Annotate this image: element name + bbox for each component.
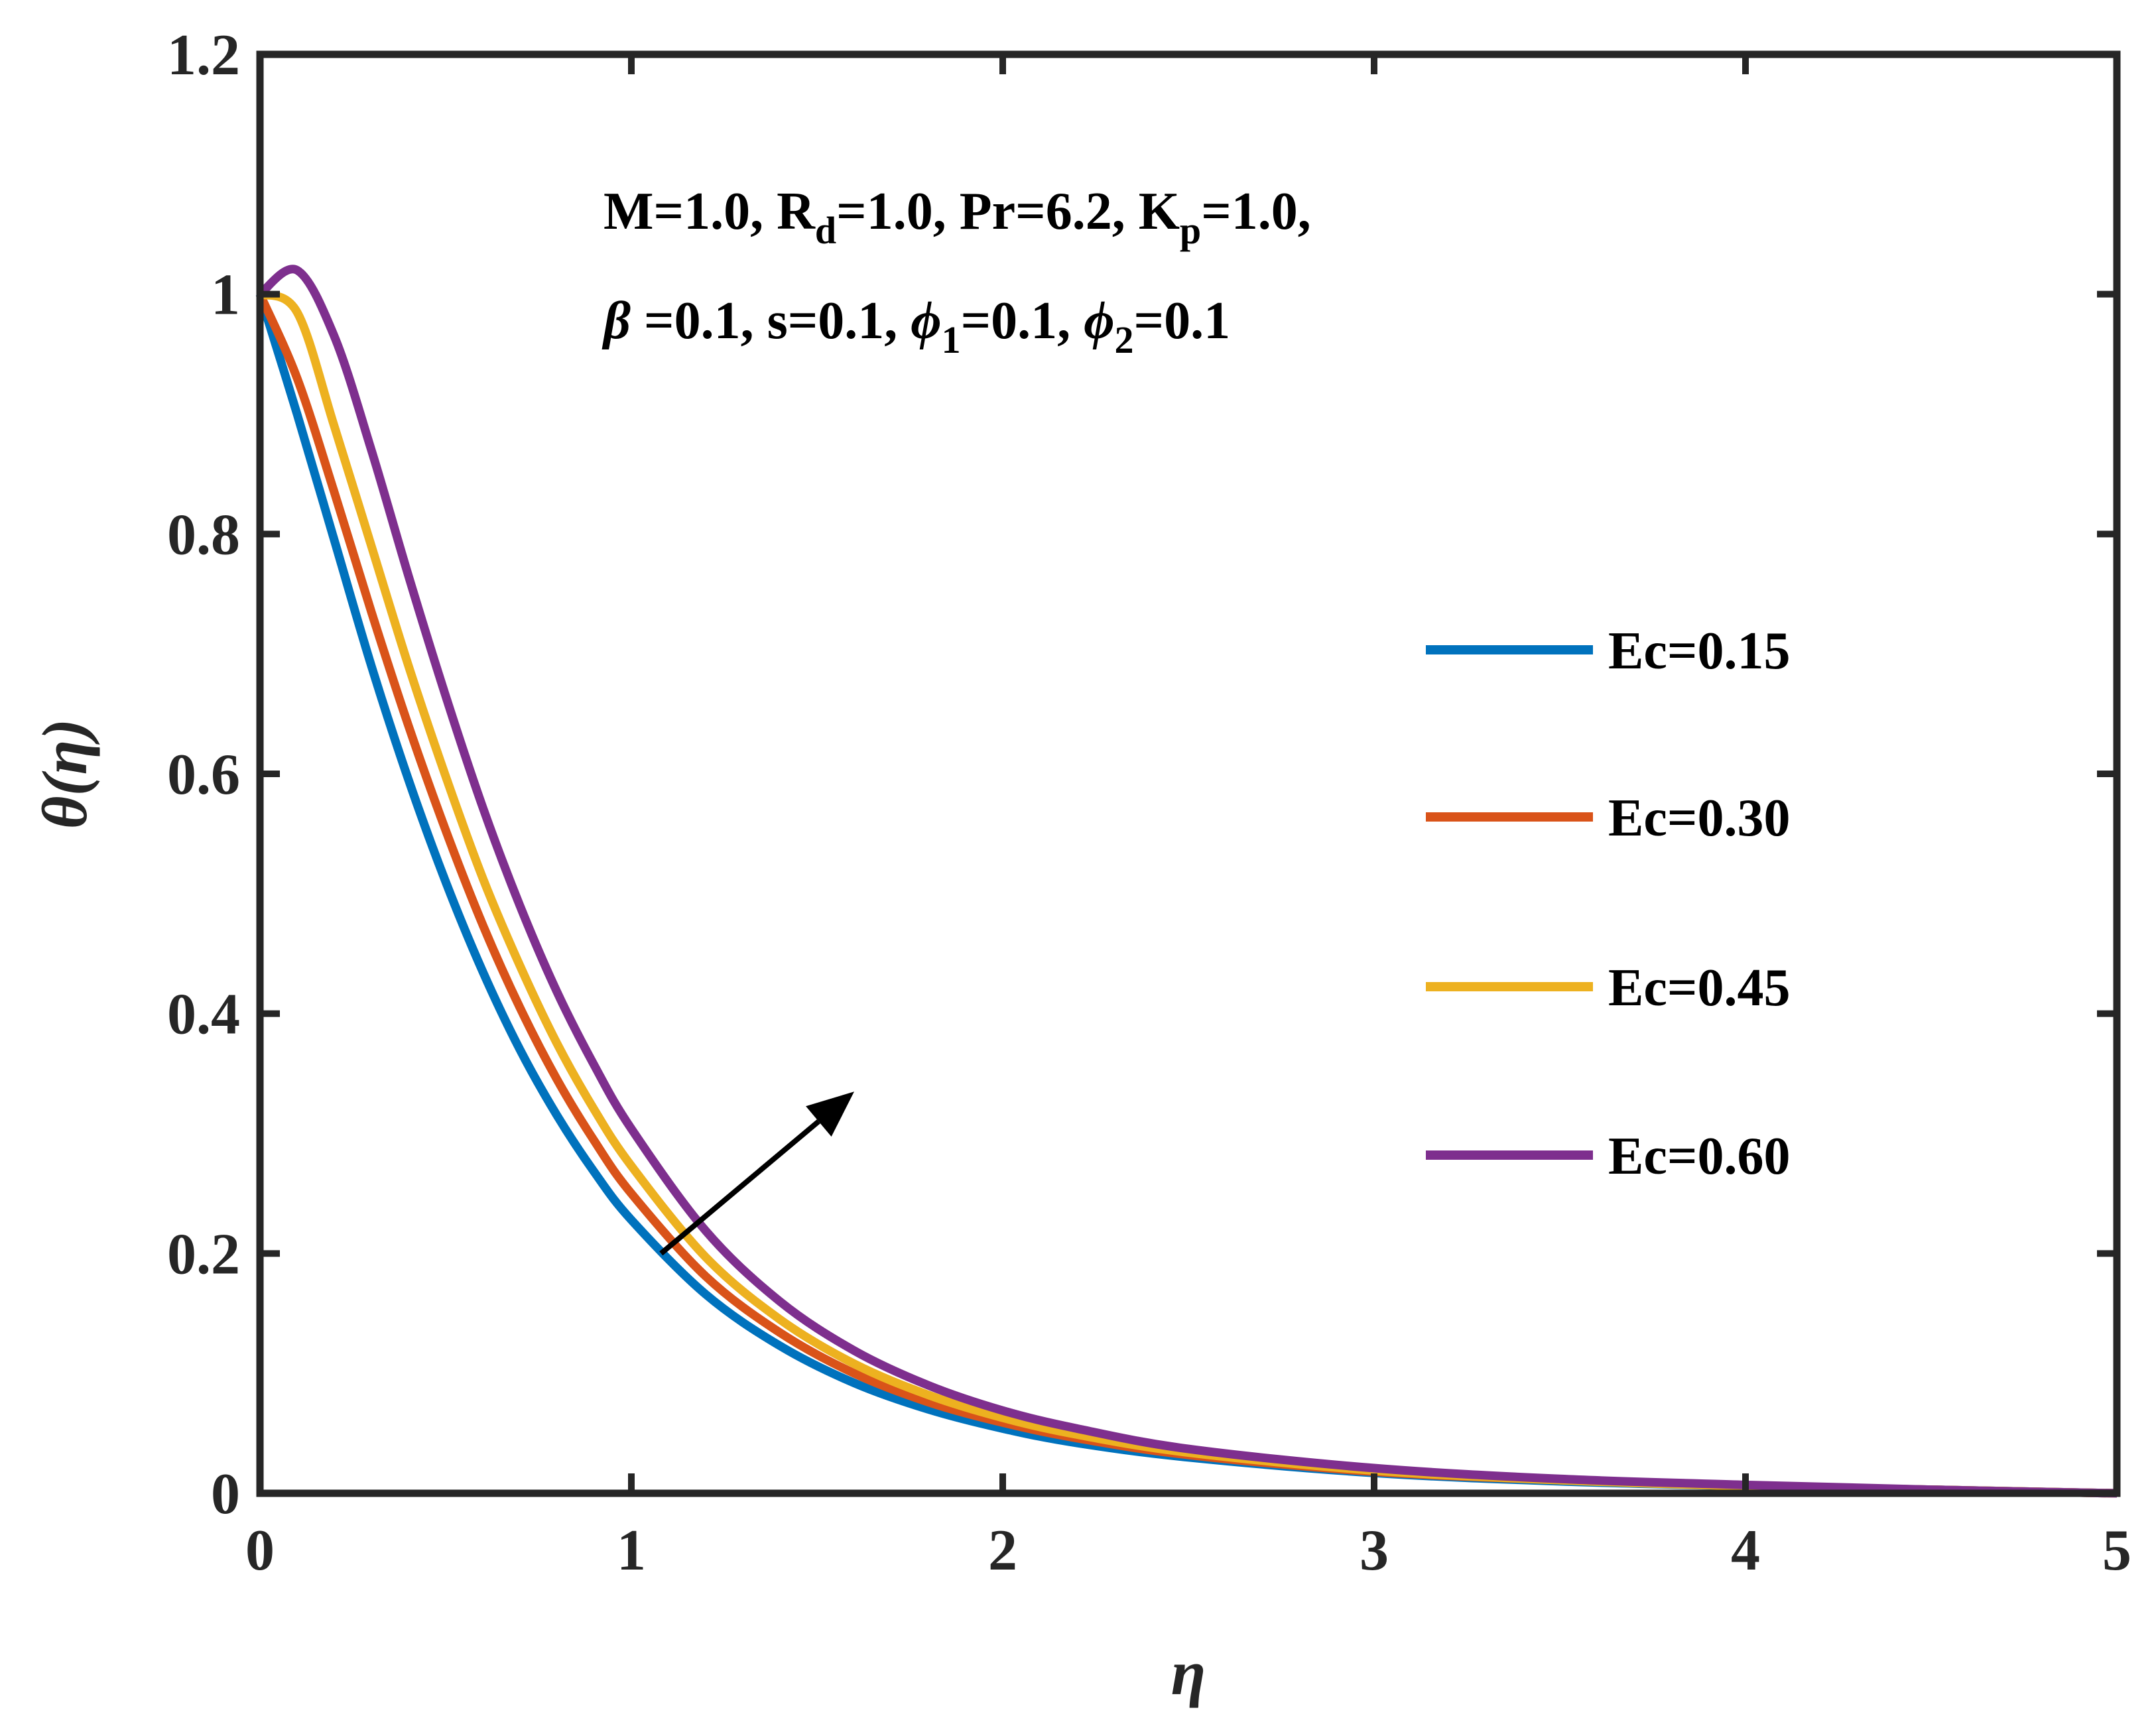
- trend-arrow-head: [806, 1091, 854, 1137]
- annotation-line-1: M=1.0, Rd=1.0, Pr=6.2, Kp=1.0,: [603, 182, 1311, 252]
- x-tick-label: 2: [988, 1518, 1017, 1583]
- annotation-symbol: ϕ: [911, 292, 941, 350]
- annotation-text: M=1.0, R: [603, 182, 816, 241]
- annotation-text: =1.0, Pr=6.2, K: [836, 182, 1180, 241]
- annotation-subscript: 1: [942, 318, 961, 361]
- annotation-text: =1.0,: [1201, 182, 1311, 241]
- series-line-4: [257, 265, 2118, 1498]
- annotation-text: =0.1, s=0.1,: [631, 292, 911, 350]
- series-layer: [255, 265, 2118, 1498]
- y-tick-label: 1: [211, 263, 240, 328]
- x-tick-label: 5: [2102, 1518, 2131, 1583]
- annotation-symbol: ϕ: [1084, 292, 1114, 350]
- y-tick-label: 0.6: [167, 743, 240, 807]
- annotation-text: =0.1: [1133, 292, 1230, 350]
- plot-frame: [256, 50, 2121, 1497]
- x-tick-label: 1: [617, 1518, 646, 1583]
- legend-label-2: Ec=0.30: [1608, 789, 1790, 847]
- annotation-line-2: β =0.1, s=0.1, ϕ1=0.1, ϕ2=0.1: [602, 292, 1230, 361]
- annotation-subscript: p: [1180, 209, 1201, 252]
- annotation-symbol: β: [602, 292, 631, 350]
- legend-label-4: Ec=0.60: [1608, 1127, 1790, 1186]
- x-tick-label: 0: [245, 1518, 275, 1583]
- series-line-2: [256, 292, 2118, 1498]
- labels-layer: 0 1 2 3 4 5 0 0.2 0.4 0.6 0.8 1 1.2: [167, 23, 2131, 1583]
- y-axis-title: θ(η): [29, 719, 100, 829]
- trend-arrow-shaft: [659, 1119, 820, 1256]
- x-tick-label: 4: [1731, 1518, 1760, 1583]
- legend-label-3: Ec=0.45: [1608, 959, 1790, 1017]
- y-tick-label: 1.2: [167, 23, 240, 88]
- y-tick-label: 0.2: [167, 1222, 240, 1286]
- arrow-layer: [659, 1091, 854, 1256]
- y-tick-label: 0: [211, 1462, 240, 1526]
- legend-label-1: Ec=0.15: [1608, 622, 1790, 680]
- annotation-text: =0.1,: [961, 292, 1084, 350]
- ticks-layer: [257, 51, 2120, 1497]
- parameter-annotation: M=1.0, Rd=1.0, Pr=6.2, Kp=1.0, β =0.1, s…: [602, 182, 1311, 361]
- x-axis-title: η: [1171, 1637, 1206, 1708]
- series-line-1: [255, 292, 2118, 1498]
- series-line-3: [258, 290, 2118, 1498]
- y-tick-label: 0.8: [167, 503, 240, 567]
- y-tick-label: 0.4: [167, 983, 240, 1047]
- annotation-subscript: d: [815, 209, 836, 252]
- x-tick-label: 3: [1360, 1518, 1389, 1583]
- legend: Ec=0.15 Ec=0.30 Ec=0.45 Ec=0.60: [1426, 622, 1790, 1186]
- annotation-subscript: 2: [1114, 318, 1133, 361]
